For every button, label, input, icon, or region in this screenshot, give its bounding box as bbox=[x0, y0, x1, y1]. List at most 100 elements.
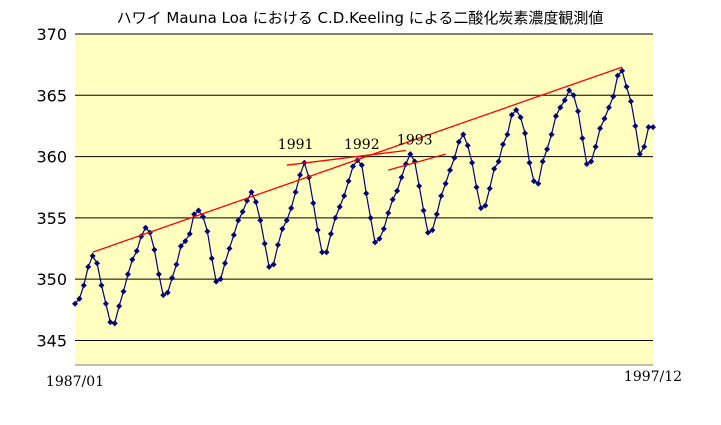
data-point bbox=[107, 319, 114, 326]
year-annotation: 1993 bbox=[397, 132, 433, 148]
data-point bbox=[341, 192, 348, 199]
data-point bbox=[314, 227, 321, 234]
data-point bbox=[420, 207, 427, 214]
y-tick-label: 360 bbox=[36, 148, 67, 167]
data-point bbox=[486, 185, 493, 192]
data-point bbox=[455, 138, 462, 145]
data-point bbox=[574, 108, 581, 115]
data-point bbox=[133, 247, 140, 254]
data-point bbox=[98, 282, 105, 289]
data-point bbox=[610, 93, 617, 100]
data-point bbox=[385, 209, 392, 216]
data-point bbox=[380, 225, 387, 232]
data-point bbox=[544, 146, 551, 153]
data-point bbox=[310, 200, 317, 207]
data-point bbox=[566, 87, 573, 94]
data-point bbox=[186, 230, 193, 237]
data-point bbox=[583, 160, 590, 167]
data-point bbox=[552, 113, 559, 120]
data-point bbox=[530, 178, 537, 185]
data-point bbox=[111, 320, 118, 327]
data-point bbox=[274, 241, 281, 248]
data-point bbox=[424, 229, 431, 236]
data-point bbox=[442, 180, 449, 187]
trend-lines bbox=[92, 66, 623, 253]
y-tick-label: 365 bbox=[36, 86, 67, 105]
data-point bbox=[151, 246, 158, 253]
data-point bbox=[248, 189, 255, 196]
data-point bbox=[319, 249, 326, 256]
data-point bbox=[292, 189, 299, 196]
data-point bbox=[336, 203, 343, 210]
data-point bbox=[76, 295, 83, 302]
data-point bbox=[579, 135, 586, 142]
year-annotation: 1991 bbox=[278, 137, 314, 153]
data-point bbox=[477, 205, 484, 212]
data-point bbox=[217, 276, 224, 283]
data-point bbox=[288, 205, 295, 212]
data-point bbox=[632, 122, 639, 129]
x-end-label: 1997/12 bbox=[624, 369, 682, 385]
data-point bbox=[261, 240, 268, 247]
y-axis-ticks: 345 350 355 360 365 370 bbox=[36, 25, 67, 350]
data-point bbox=[327, 230, 334, 237]
data-point bbox=[433, 211, 440, 218]
data-point bbox=[173, 261, 180, 268]
y-tick-label: 345 bbox=[36, 331, 67, 350]
trend-line bbox=[388, 153, 446, 171]
data-point bbox=[257, 217, 264, 224]
data-point bbox=[222, 260, 229, 267]
data-point bbox=[297, 171, 304, 178]
data-point bbox=[94, 260, 101, 267]
data-point bbox=[394, 187, 401, 194]
data-point bbox=[204, 228, 211, 235]
data-point bbox=[120, 288, 127, 295]
data-point bbox=[570, 92, 577, 99]
data-point bbox=[495, 158, 502, 165]
data-point bbox=[464, 142, 471, 149]
data-point bbox=[345, 178, 352, 185]
data-point bbox=[230, 232, 237, 239]
data-point bbox=[213, 278, 220, 285]
data-point bbox=[451, 154, 458, 161]
data-point bbox=[155, 271, 162, 278]
data-point bbox=[513, 107, 520, 114]
data-point bbox=[517, 114, 524, 121]
data-point bbox=[367, 214, 374, 221]
data-point bbox=[645, 124, 652, 131]
data-point bbox=[447, 167, 454, 174]
data-point bbox=[323, 249, 330, 256]
data-point bbox=[482, 202, 489, 209]
data-point bbox=[85, 263, 92, 270]
data-point bbox=[252, 198, 259, 205]
data-point bbox=[526, 159, 533, 166]
data-point bbox=[650, 124, 656, 131]
data-point bbox=[508, 111, 515, 118]
data-point bbox=[636, 151, 643, 158]
data-point bbox=[619, 67, 626, 74]
co2-series bbox=[72, 67, 656, 327]
data-point bbox=[557, 104, 564, 111]
data-point bbox=[177, 243, 184, 250]
data-point bbox=[473, 184, 480, 191]
trend-line bbox=[286, 149, 406, 166]
data-point bbox=[80, 282, 87, 289]
data-point bbox=[279, 225, 286, 232]
data-point bbox=[349, 163, 356, 170]
data-point bbox=[270, 261, 277, 268]
data-point bbox=[124, 271, 131, 278]
y-tick-label: 350 bbox=[36, 270, 67, 289]
data-point bbox=[266, 263, 273, 270]
data-point bbox=[235, 217, 242, 224]
data-point bbox=[460, 131, 467, 138]
data-point bbox=[592, 143, 599, 150]
data-point bbox=[208, 255, 215, 262]
data-point bbox=[169, 274, 176, 281]
data-point bbox=[226, 245, 233, 252]
y-tick-label: 370 bbox=[36, 25, 67, 44]
chart-title: ハワイ Mauna Loa における C.D.Keeling による二酸化炭素濃… bbox=[117, 9, 604, 27]
year-annotation: 1992 bbox=[344, 137, 380, 153]
data-point bbox=[588, 158, 595, 165]
data-point bbox=[407, 151, 414, 158]
